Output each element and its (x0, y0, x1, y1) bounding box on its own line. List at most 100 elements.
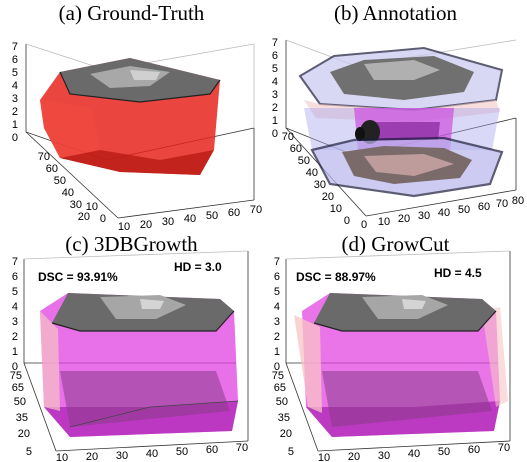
plot-ground-truth: 7 6 5 4 3 2 1 0 70 60 50 40 30 20 10 0 1… (12, 41, 262, 233)
svg-text:4: 4 (12, 80, 18, 92)
svg-text:0: 0 (12, 132, 18, 144)
svg-text:10: 10 (118, 221, 130, 233)
svg-text:60: 60 (468, 444, 480, 456)
depth-axis-ticks: 75 65 50 35 20 5 (272, 370, 294, 458)
x-axis-ticks: 0 10 20 30 40 50 60 70 80 (361, 195, 524, 231)
svg-text:60: 60 (478, 201, 490, 213)
svg-text:30: 30 (418, 210, 430, 222)
svg-text:4: 4 (272, 76, 278, 88)
svg-text:1: 1 (272, 115, 278, 127)
svg-text:50: 50 (458, 204, 470, 216)
svg-text:20: 20 (86, 451, 98, 462)
svg-text:70: 70 (38, 151, 50, 163)
plot-annotation: 7 6 5 4 3 2 1 0 70 60 50 40 30 20 10 0 0… (272, 37, 524, 231)
svg-text:50: 50 (276, 396, 288, 408)
svg-text:50: 50 (206, 210, 218, 222)
svg-text:65: 65 (12, 382, 24, 394)
svg-text:5: 5 (26, 446, 32, 458)
svg-text:6: 6 (272, 50, 278, 62)
svg-text:20: 20 (322, 191, 334, 203)
svg-text:5: 5 (12, 286, 18, 298)
depth-axis-ticks: 70 60 50 40 30 20 10 0 (38, 151, 106, 225)
svg-text:1: 1 (12, 346, 18, 358)
svg-text:70: 70 (250, 204, 262, 216)
panel-annotation: (b) Annotation 7 (264, 0, 527, 231)
svg-text:70: 70 (236, 442, 248, 454)
panel-title: (b) Annotation (333, 1, 458, 25)
svg-text:2: 2 (274, 331, 280, 343)
svg-text:40: 40 (438, 207, 450, 219)
annotation-slices (298, 46, 504, 198)
z-axis-ticks: 7 6 5 4 3 2 1 0 (272, 37, 278, 140)
svg-text:60: 60 (228, 207, 240, 219)
svg-text:5: 5 (12, 67, 18, 79)
svg-text:2: 2 (12, 106, 18, 118)
svg-text:3: 3 (12, 316, 18, 328)
depth-axis-ticks: 70 60 50 40 30 20 10 0 (282, 131, 350, 227)
panel-ground-truth: (a) Ground-Truth 7 6 5 4 3 2 (0, 0, 263, 233)
svg-text:30: 30 (70, 199, 82, 211)
svg-text:30: 30 (162, 216, 174, 228)
z-axis-ticks: 7 6 5 4 3 2 1 0 (274, 256, 280, 373)
svg-text:50: 50 (298, 155, 310, 167)
svg-text:4: 4 (12, 301, 18, 313)
svg-text:50: 50 (54, 175, 66, 187)
x-axis-ticks: 10 20 30 40 50 60 70 (56, 442, 248, 462)
dsc-score: DSC = 88.97% (296, 270, 376, 284)
svg-text:20: 20 (280, 428, 292, 440)
svg-text:7: 7 (274, 256, 280, 268)
svg-text:20: 20 (398, 213, 410, 225)
panel-title: (d) GrowCut (341, 232, 450, 256)
dsc-score: DSC = 93.91% (38, 270, 118, 284)
svg-text:65: 65 (274, 382, 286, 394)
svg-text:75: 75 (272, 370, 284, 382)
svg-text:0: 0 (272, 128, 278, 140)
svg-text:70: 70 (496, 198, 508, 210)
svg-text:0: 0 (12, 361, 18, 373)
svg-text:3: 3 (274, 316, 280, 328)
svg-text:70: 70 (282, 131, 294, 143)
svg-text:35: 35 (16, 412, 28, 424)
svg-text:60: 60 (206, 444, 218, 456)
depth-axis-ticks: 75 65 50 35 20 5 (10, 370, 32, 458)
svg-text:10: 10 (318, 452, 330, 462)
magenta-segmentation-volume (40, 293, 239, 437)
svg-text:0: 0 (361, 219, 367, 231)
hd-score: HD = 4.5 (434, 266, 482, 280)
magenta-segmentation-volume (294, 293, 508, 437)
svg-text:3: 3 (272, 89, 278, 101)
svg-text:0: 0 (274, 361, 280, 373)
plot-growcut: DSC = 88.97% HD = 4.5 7 6 5 4 3 2 1 0 75… (272, 250, 511, 462)
svg-text:5: 5 (274, 286, 280, 298)
plot-3dbgrowth: DSC = 93.91% HD = 3.0 7 6 5 4 3 2 1 0 75… (10, 250, 249, 462)
svg-text:1: 1 (274, 346, 280, 358)
svg-text:30: 30 (314, 179, 326, 191)
svg-text:10: 10 (378, 216, 390, 228)
svg-text:3: 3 (12, 93, 18, 105)
svg-text:20: 20 (348, 451, 360, 462)
svg-text:0: 0 (344, 215, 350, 227)
z-axis-ticks: 7 6 5 4 3 2 1 0 (12, 41, 18, 144)
svg-text:75: 75 (10, 370, 22, 382)
red-segmentation-volume (40, 58, 221, 175)
svg-text:20: 20 (18, 428, 30, 440)
svg-text:6: 6 (12, 54, 18, 66)
svg-text:40: 40 (408, 448, 420, 460)
svg-text:40: 40 (62, 187, 74, 199)
svg-text:30: 30 (378, 450, 390, 462)
svg-text:60: 60 (46, 163, 58, 175)
svg-text:35: 35 (278, 412, 290, 424)
svg-text:50: 50 (14, 396, 26, 408)
svg-text:40: 40 (306, 167, 318, 179)
panel-title: (a) Ground-Truth (58, 1, 205, 25)
svg-text:2: 2 (272, 102, 278, 114)
svg-text:7: 7 (12, 256, 18, 268)
svg-text:7: 7 (272, 37, 278, 49)
svg-text:5: 5 (288, 446, 294, 458)
panel-3dbgrowth: (c) 3DBGrowth DSC = 93.91% HD = 3.0 7 6 … (0, 231, 263, 462)
svg-text:60: 60 (290, 143, 302, 155)
svg-text:40: 40 (146, 448, 158, 460)
svg-text:40: 40 (184, 213, 196, 225)
svg-text:10: 10 (56, 452, 68, 462)
svg-text:7: 7 (12, 41, 18, 53)
